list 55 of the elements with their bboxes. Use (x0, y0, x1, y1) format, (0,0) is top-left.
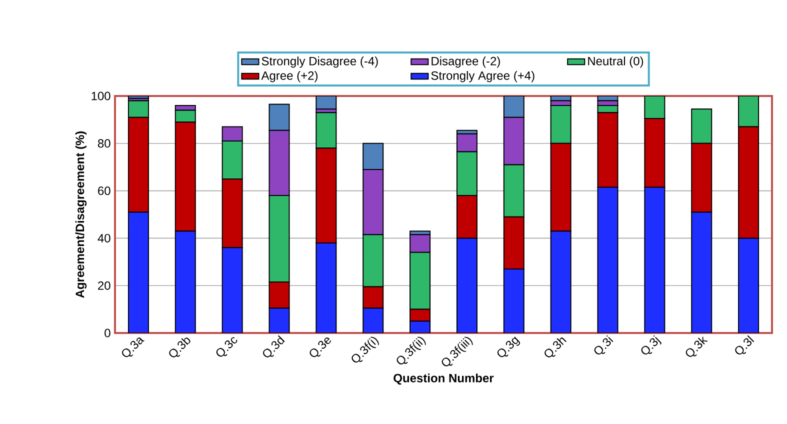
bar (456, 238, 478, 333)
y-tick-label: 40 (98, 234, 110, 242)
bar (644, 96, 666, 120)
x-tick-label: Q.3c (216, 337, 238, 357)
x-tick-label: Q.3h (544, 338, 566, 358)
bar (222, 126, 243, 142)
legend-label: Strongly Agree (+4) (431, 71, 534, 82)
bar (316, 242, 337, 333)
x-tick-label: Q.3a (122, 338, 144, 358)
bar (268, 130, 290, 196)
bar (222, 247, 243, 333)
bar (128, 100, 149, 118)
x-tick-label: Q.3i (594, 335, 614, 355)
bar (268, 308, 290, 333)
bar (503, 96, 524, 118)
bar (456, 195, 478, 239)
bar (738, 96, 760, 128)
x-tick-label: Q.3b (169, 338, 190, 358)
bar (550, 230, 572, 333)
y-tick-label: 0 (104, 328, 110, 338)
bar (268, 195, 290, 283)
bar (644, 186, 666, 333)
bar (503, 268, 524, 333)
bar (456, 151, 478, 196)
bar (503, 164, 524, 218)
bar (362, 308, 384, 333)
x-tick-label: Q.3l (735, 335, 754, 355)
y-tick-label: 60 (98, 186, 110, 196)
y-tick-label: 80 (98, 139, 110, 148)
bar (550, 104, 572, 144)
bar (268, 104, 290, 131)
bar (410, 252, 431, 310)
legend-label: Agree (+2) (261, 71, 318, 82)
bar (174, 230, 196, 333)
bar (738, 238, 760, 333)
bar (316, 112, 337, 149)
y-tick-label: 100 (92, 92, 110, 100)
bar (362, 234, 384, 288)
y-axis-title: Agreement/Disagreement (%) (75, 131, 87, 298)
bar (597, 186, 618, 333)
x-tick-label: Q.3j (641, 335, 662, 355)
bar (503, 216, 524, 270)
bar (691, 212, 712, 333)
bar (456, 133, 478, 152)
legend-label: Strongly Disagree (-4) (262, 56, 378, 68)
bar (222, 140, 243, 180)
bar (503, 116, 524, 166)
x-axis-title: Question Number (394, 374, 494, 385)
bar (128, 212, 149, 333)
legend-label: Neutral (0) (588, 56, 644, 68)
bar (362, 142, 384, 170)
bar (691, 108, 712, 144)
legend-label: Disagree (-2) (432, 56, 500, 68)
y-tick-label: 20 (98, 281, 110, 290)
x-tick-label: Q.3e (310, 338, 331, 358)
